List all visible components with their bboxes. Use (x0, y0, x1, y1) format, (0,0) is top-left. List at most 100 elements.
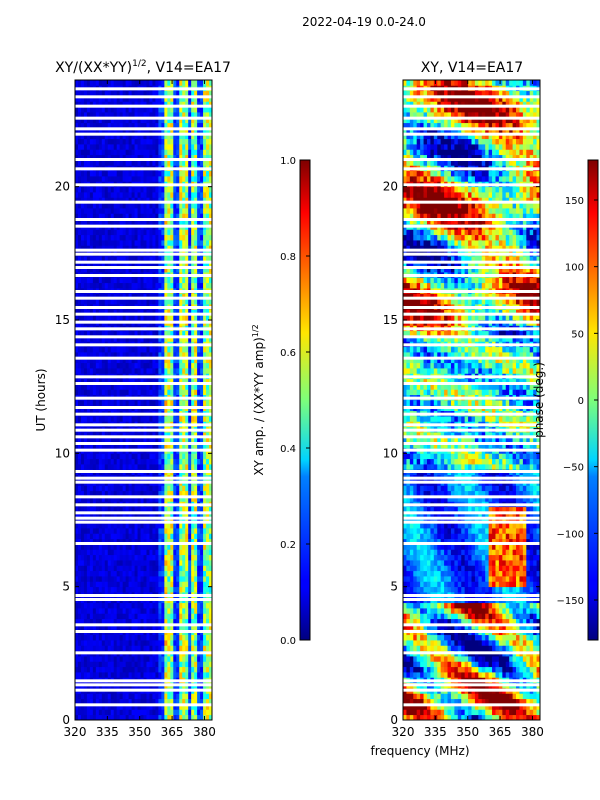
amp-heatmap-cell (98, 618, 103, 625)
amp-heatmap-cell (101, 693, 106, 700)
amp-heatmap-cell (158, 362, 162, 369)
amp-heatmap-cell (119, 661, 124, 668)
amp-heatmap-cell (209, 336, 213, 342)
amp-heatmap-cell (203, 261, 207, 268)
amp-heatmap-cell (149, 176, 153, 182)
amp-heatmap-cell (179, 352, 183, 358)
amp-heatmap-cell (182, 485, 186, 492)
amp-heatmap-cell (158, 453, 162, 460)
amp-heatmap-cell (131, 512, 135, 518)
amp-heatmap-cell (80, 656, 85, 662)
amp-heatmap-cell (122, 160, 127, 166)
amp-heatmap-cell (185, 229, 189, 236)
amp-heatmap-cell (89, 634, 94, 641)
amp-heatmap-cell (161, 197, 165, 204)
amp-heatmap-cell (143, 144, 147, 150)
amp-heatmap-cell (152, 362, 156, 369)
amp-heatmap-cell (143, 314, 147, 321)
amp-heatmap-cell (179, 389, 183, 396)
amp-heatmap-cell (158, 245, 162, 252)
amp-heatmap-cell (191, 618, 195, 625)
amp-heatmap-cell (191, 330, 195, 337)
amp-heatmap-cell (146, 442, 150, 449)
amp-heatmap-cell (116, 618, 121, 625)
amp-heatmap-cell (182, 400, 186, 406)
amp-heatmap-cell (158, 506, 162, 513)
amp-heatmap-cell (185, 170, 189, 177)
amp-heatmap-cell (140, 496, 144, 502)
amp-heatmap-cell (92, 714, 97, 721)
amp-heatmap-cell (98, 336, 103, 342)
amp-heatmap-cell (119, 352, 124, 358)
amp-heatmap-cell (188, 202, 192, 209)
amp-heatmap-cell (173, 261, 177, 268)
amp-heatmap-cell (101, 218, 106, 225)
amp-heatmap-cell (113, 282, 118, 289)
amp-heatmap-cell (143, 330, 147, 337)
amp-heatmap-cell (122, 416, 127, 422)
amp-heatmap-cell (170, 544, 174, 550)
amp-heatmap-cell (176, 538, 180, 545)
amp-heatmap-cell (75, 613, 79, 620)
amp-heatmap-cell (167, 240, 171, 246)
amp-heatmap-cell (83, 512, 88, 518)
amp-heatmap-cell (80, 624, 85, 630)
amp-heatmap-cell (80, 490, 85, 497)
amp-heatmap-cell (128, 437, 132, 444)
amp-heatmap-cell (185, 432, 189, 438)
amp-heatmap-cell (80, 149, 85, 156)
amp-heatmap-cell (77, 138, 82, 145)
amp-heatmap-cell (203, 170, 207, 177)
amp-heatmap-cell (75, 357, 79, 364)
amp-heatmap-cell (131, 352, 135, 358)
amp-heatmap-cell (92, 314, 97, 321)
amp-heatmap-cell (161, 442, 165, 449)
amp-heatmap-cell (128, 565, 132, 572)
amp-heatmap-cell (122, 506, 127, 513)
amp-heatmap-cell (83, 336, 88, 342)
amp-heatmap-cell (176, 176, 180, 182)
amp-heatmap-cell (131, 170, 135, 177)
amp-heatmap-cell (89, 544, 94, 550)
amp-heatmap-cell (146, 533, 150, 540)
amp-heatmap-cell (170, 266, 174, 273)
amp-heatmap-cell (137, 576, 141, 582)
amp-heatmap-cell (116, 698, 121, 705)
amp-heatmap-cell (125, 384, 130, 390)
amp-heatmap-cell (110, 485, 115, 492)
amp-heatmap-cell (75, 437, 79, 444)
amp-heatmap-cell (152, 704, 156, 710)
amp-heatmap-cell (86, 314, 91, 321)
amp-heatmap-cell (149, 293, 153, 300)
amp-heatmap-cell (170, 389, 174, 396)
amplitude-panel: XY/(XX*YY)1/2, V14=EA17 320 335 350 365 380 … (34, 59, 231, 739)
amp-heatmap-cell (140, 656, 144, 662)
amp-heatmap-cell (155, 357, 159, 364)
amp-heatmap-cell (140, 138, 144, 145)
amp-heatmap-cell (185, 554, 189, 561)
amp-heatmap-cell (140, 389, 144, 396)
amp-heatmap-cell (167, 234, 171, 241)
amp-heatmap-cell (188, 549, 192, 556)
amp-heatmap-cell (146, 464, 150, 470)
amp-heatmap-cell (77, 698, 82, 705)
amp-heatmap-cell (83, 144, 88, 150)
amp-heatmap-cell (98, 352, 103, 358)
amp-heatmap-cell (197, 368, 201, 374)
amp-heatmap-cell (164, 442, 168, 449)
amp-heatmap-cell (176, 378, 180, 385)
amp-heatmap-cell (128, 661, 132, 668)
amp-heatmap-cell (179, 512, 183, 518)
amp-heatmap-cell (75, 218, 79, 225)
amp-heatmap-cell (176, 170, 180, 177)
amp-heatmap-cell (170, 186, 174, 193)
amp-heatmap-cell (200, 218, 204, 225)
amp-heatmap-cell (188, 432, 192, 438)
amp-heatmap-cell (158, 709, 162, 716)
amp-heatmap-cell (164, 277, 168, 284)
amp-heatmap-cell (113, 192, 118, 198)
amp-heatmap-cell (89, 442, 94, 449)
amp-heatmap-cell (170, 218, 174, 225)
amp-heatmap-cell (80, 336, 85, 342)
amp-heatmap-cell (116, 645, 121, 652)
